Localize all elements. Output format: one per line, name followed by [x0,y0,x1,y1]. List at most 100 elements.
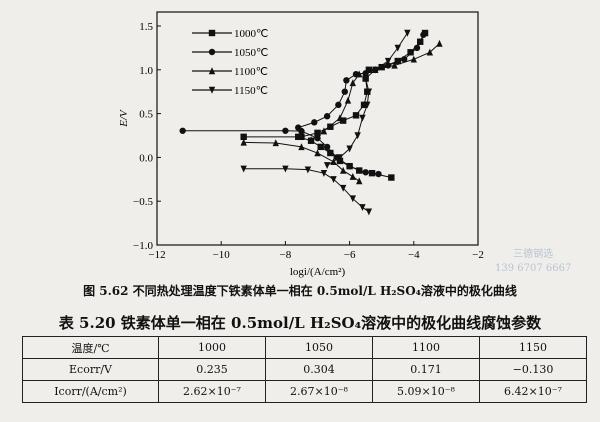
y-tick-label: 1.0 [139,65,153,77]
data-point [341,88,348,95]
cell: 1150 [479,336,587,359]
data-point [391,61,398,69]
data-point [346,145,353,153]
data-point [339,117,347,124]
cell: 1050 [265,336,373,359]
data-point [372,66,379,74]
data-point [360,101,368,109]
x-axis-label: logi/(A/cm²) [290,266,346,278]
data-point [327,149,334,157]
table-row: Ecorr/V 0.235 0.304 0.171 −0.130 [22,358,587,381]
data-point [436,39,443,47]
data-point [282,165,289,173]
x-tick-label: −6 [344,249,356,261]
series-line-0 [301,32,426,138]
series-line-2 [310,43,440,141]
data-point [365,88,373,96]
data-point [298,143,305,151]
data-point [354,132,361,140]
data-point [365,66,373,73]
data-point [323,143,331,151]
legend-label: 1050℃ [234,47,268,59]
data-point [349,172,357,180]
data-point [298,133,305,141]
legend-label: 1150℃ [234,85,268,97]
polarization-chart: −12 −10 −8 −6 −4 −2 −1.0 −0.5 0.0 0.5 1.0 1.5 logi/(… [118,11,484,278]
data-point [356,167,363,174]
cell: Ecorr/V [22,358,159,381]
x-tick-label: −10 [213,249,231,261]
data-point [400,56,408,63]
data-point [240,165,247,173]
data-point [323,113,331,120]
data-point [349,79,357,87]
data-point [314,129,321,137]
table-row: Icorr/(A/cm²) 2.62×10⁻⁷ 2.67×10⁻⁸ 5.09×10⁻⁸… [22,380,587,403]
data-point [320,169,328,177]
data-point [240,133,247,141]
cell: 5.09×10⁻⁸ [372,380,480,403]
corrosion-parameters-table: 温度/℃ 1000 1050 1100 1150 Ecorr/V 0.235 0.304 0.… [22,336,587,403]
x-tick-label: −8 [280,249,292,261]
data-point [346,162,353,170]
cell: 1000 [158,336,266,359]
data-point [407,49,414,56]
data-point [359,114,366,122]
data-point [240,138,247,146]
y-tick-label: 0.5 [139,109,153,121]
legend-marker [208,48,216,56]
data-point [375,170,382,178]
y-tick-label: −1.0 [133,240,153,252]
y-axis-label: E/V [118,109,130,128]
data-point [311,119,318,126]
cell: 1100 [372,336,480,359]
data-point [330,176,337,183]
data-point [335,101,342,109]
data-point [359,204,366,212]
cell: Icorr/(A/cm²) [22,380,159,403]
data-point [314,149,321,157]
figure-caption: 图 5.62 不同热处理温度下铁素体单一相在 0.5mol/L H₂SO₄溶液中… [83,284,517,298]
data-point [336,114,344,122]
data-point [339,184,347,192]
cell: 2.62×10⁻⁷ [158,380,266,403]
x-tick-label: −12 [148,249,165,261]
plot-frame [156,11,479,246]
legend-marker [208,86,216,94]
data-point [282,127,289,134]
data-point [384,57,392,65]
data-point [362,75,369,83]
data-point [410,55,417,63]
series-line-3 [326,32,408,166]
cell: 2.67×10⁻⁸ [265,380,373,403]
y-tick-label: −0.5 [133,196,153,208]
y-tick-label: 0.0 [139,152,153,164]
data-point [394,57,401,65]
legend-marker [208,29,216,37]
data-point [344,96,352,104]
series-line-2 [243,141,360,182]
data-point [317,143,324,151]
y-tick-label: 1.5 [139,21,153,33]
cell: 温度/℃ [22,336,159,359]
table-row: 温度/℃ 1000 1050 1100 1150 [22,336,587,359]
cell: 0.235 [158,358,266,381]
table-caption: 表 5.20 铁素体单一相在 0.5mol/L H₂SO₄溶液中的极化曲线腐蚀参… [58,314,542,332]
data-point [349,195,357,203]
data-point [327,123,334,130]
data-point [356,177,363,185]
data-point [420,31,427,38]
watermark: 三德钢选 139 6707 6667 [495,249,572,274]
cell: 0.304 [265,358,373,381]
data-point [426,48,434,56]
data-point [356,70,363,78]
data-point [307,136,315,144]
data-point [179,127,186,134]
data-point [295,124,302,131]
data-point [394,44,401,52]
data-point [336,154,344,162]
legend-marker [208,67,216,75]
data-point [304,166,312,174]
x-tick-label: −2 [472,249,484,261]
data-point [365,208,373,216]
